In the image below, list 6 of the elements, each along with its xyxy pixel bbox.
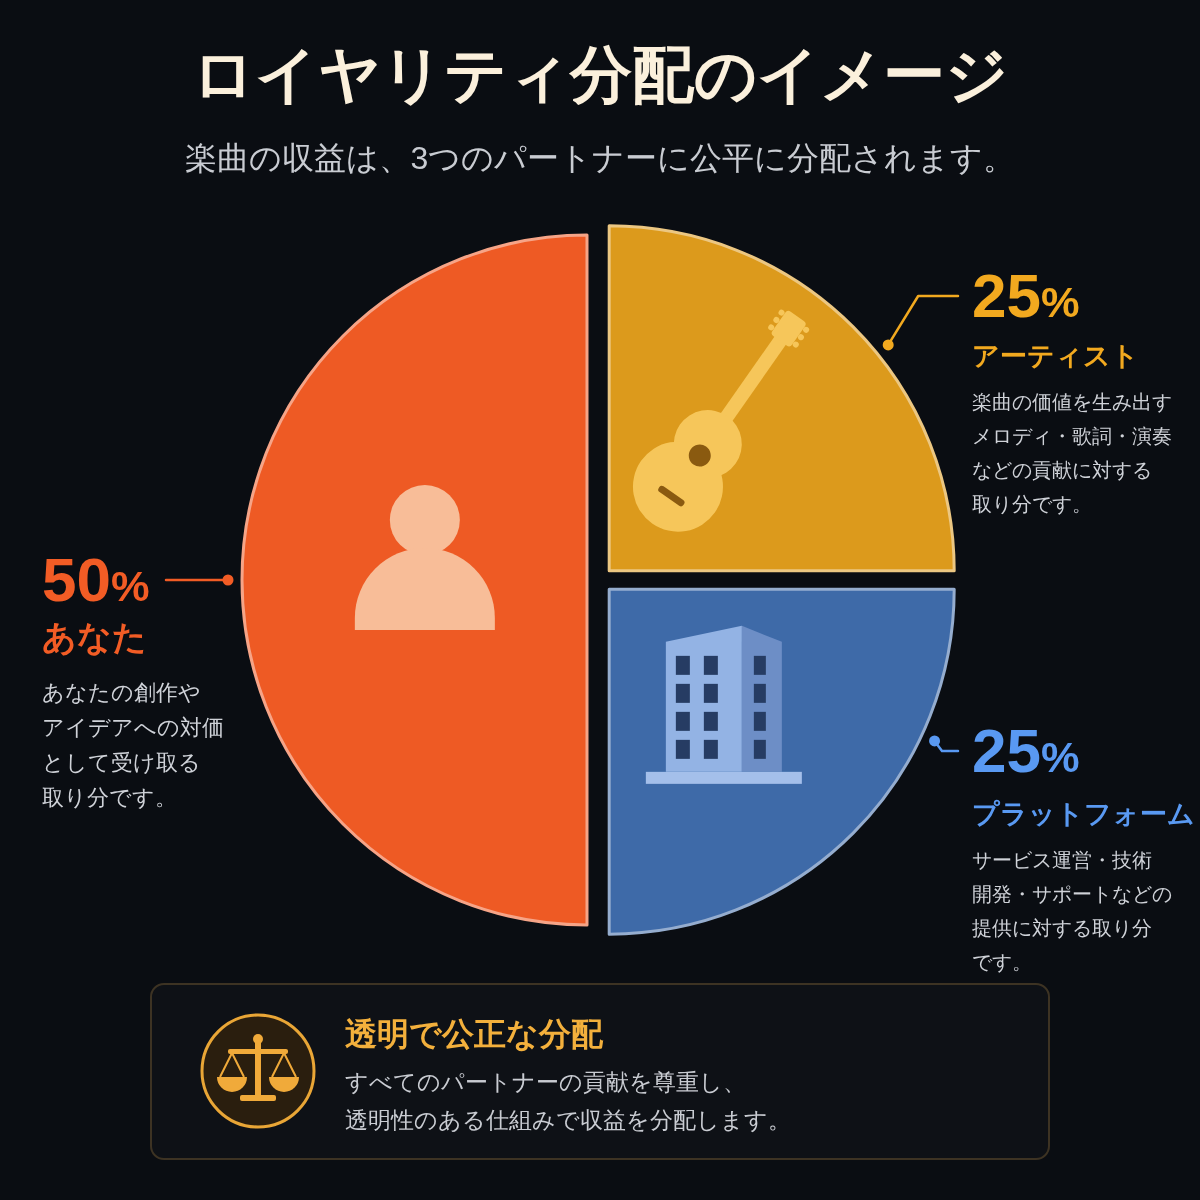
- subtitle: 楽曲の収益は、3つのパートナーに公平に分配されます。: [183, 139, 1017, 178]
- title: ロイヤリティ分配のイメージ: [191, 39, 1009, 111]
- annotation: サービス運営・技術開発・サポートなどの提供に対する取り分です。: [972, 848, 1172, 975]
- annotation: あなたの創作やアイデアへの対価として受け取る取り分です。: [42, 678, 224, 812]
- card-title: 透明で公正な分配: [345, 1015, 603, 1054]
- annotation: 楽曲の価値を生み出すメロディ・歌詞・演奏などの貢献に対する取り分です。: [972, 390, 1172, 517]
